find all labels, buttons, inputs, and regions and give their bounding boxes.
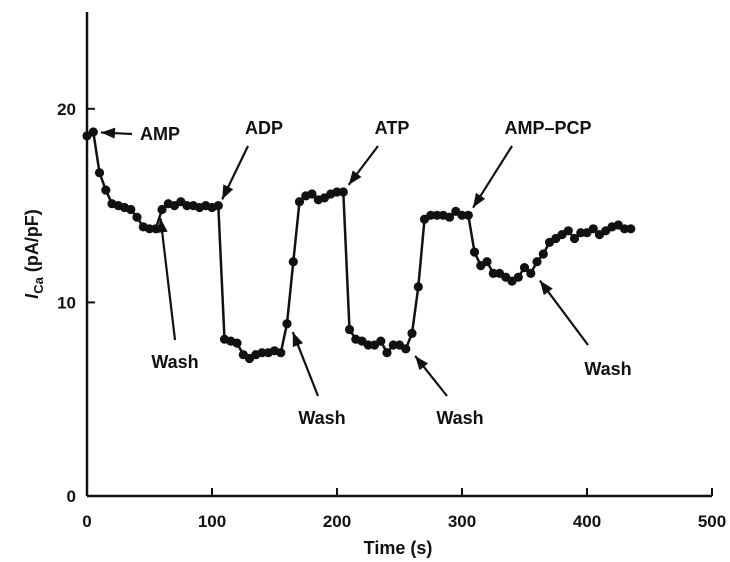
data-point (382, 348, 392, 358)
series-layer (82, 127, 636, 364)
annotation: Wash (291, 331, 346, 428)
data-point (294, 197, 305, 207)
data-point (276, 348, 286, 358)
x-tick-label: 0 (82, 512, 91, 531)
data-point (213, 201, 223, 211)
data-point (376, 336, 386, 346)
data-point (157, 204, 167, 215)
data-point (463, 210, 473, 220)
annotation: AMP (100, 124, 180, 144)
y-tick-label: 0 (67, 487, 76, 506)
x-tick-label: 100 (198, 512, 226, 531)
annotation-label: Wash (151, 352, 198, 372)
y-axis-label-main: I (22, 293, 42, 299)
data-point (307, 189, 317, 199)
y-axis-label: ICa (pA/pF) (22, 209, 46, 299)
arrow-head (539, 280, 553, 296)
arrow-head (415, 355, 429, 371)
data-point (407, 328, 417, 338)
x-ticks: 0 100 200 300 400 500 (82, 488, 726, 531)
axes (85, 12, 712, 498)
annotation: Wash (414, 355, 484, 428)
data-point (282, 319, 292, 329)
x-tick-label: 300 (448, 512, 476, 531)
data-point (563, 226, 573, 236)
data-point (401, 344, 411, 354)
data-point (332, 187, 342, 197)
data-point (288, 257, 298, 267)
data-point (344, 324, 355, 335)
arrow-head (222, 184, 234, 200)
arrow-head (156, 218, 168, 233)
data-point (588, 224, 598, 234)
x-tick-label: 400 (573, 512, 601, 531)
data-point (182, 201, 192, 211)
annotation-label: ADP (245, 118, 283, 138)
annotation-label: AMP–PCP (504, 118, 591, 138)
annotation: Wash (151, 218, 199, 372)
data-point (101, 185, 111, 195)
annotation-label: Wash (436, 408, 483, 428)
data-point (626, 224, 636, 234)
data-point (482, 257, 492, 267)
data-point (338, 187, 348, 197)
annotation: Wash (539, 279, 632, 379)
data-point (132, 212, 142, 222)
data-point (532, 257, 542, 267)
annotation-label: AMP (140, 124, 180, 144)
data-point (413, 282, 423, 292)
annotation-layer: AMP ADP ATP AMP–PCP Wash Wash Wash Wash (100, 118, 632, 428)
data-point (619, 224, 630, 234)
y-ticks: 0 10 20 (57, 100, 95, 506)
data-point (257, 348, 267, 358)
arrow-head (348, 170, 362, 185)
arrow-shaft (159, 218, 177, 341)
x-axis-label: Time (s) (364, 538, 433, 558)
data-point (513, 272, 523, 282)
data-point (457, 210, 467, 220)
annotation-label: Wash (298, 408, 345, 428)
data-point (469, 247, 480, 257)
x-tick-label: 200 (323, 512, 351, 531)
arrow-head (292, 332, 304, 348)
annotation: AMP–PCP (472, 118, 592, 209)
y-tick-label: 20 (57, 100, 76, 119)
arrow-head (100, 127, 116, 139)
arrow-head (473, 192, 486, 208)
data-point (88, 127, 98, 137)
data-point (526, 268, 536, 278)
x-tick-label: 500 (698, 512, 726, 531)
annotation-label: Wash (584, 359, 631, 379)
annotation: ADP (221, 118, 283, 200)
y-axis-label-sub: Ca (31, 276, 46, 293)
data-point (126, 204, 136, 215)
data-point (232, 338, 242, 348)
y-tick-label: 10 (57, 293, 76, 312)
data-point (538, 249, 548, 259)
data-point (519, 263, 530, 273)
y-axis-label-unit: (pA/pF) (22, 209, 42, 272)
data-point (444, 212, 455, 222)
annotation: ATP (347, 118, 410, 186)
annotation-label: ATP (375, 118, 410, 138)
data-point (569, 233, 580, 244)
data-point (144, 224, 155, 234)
data-point (94, 168, 105, 178)
